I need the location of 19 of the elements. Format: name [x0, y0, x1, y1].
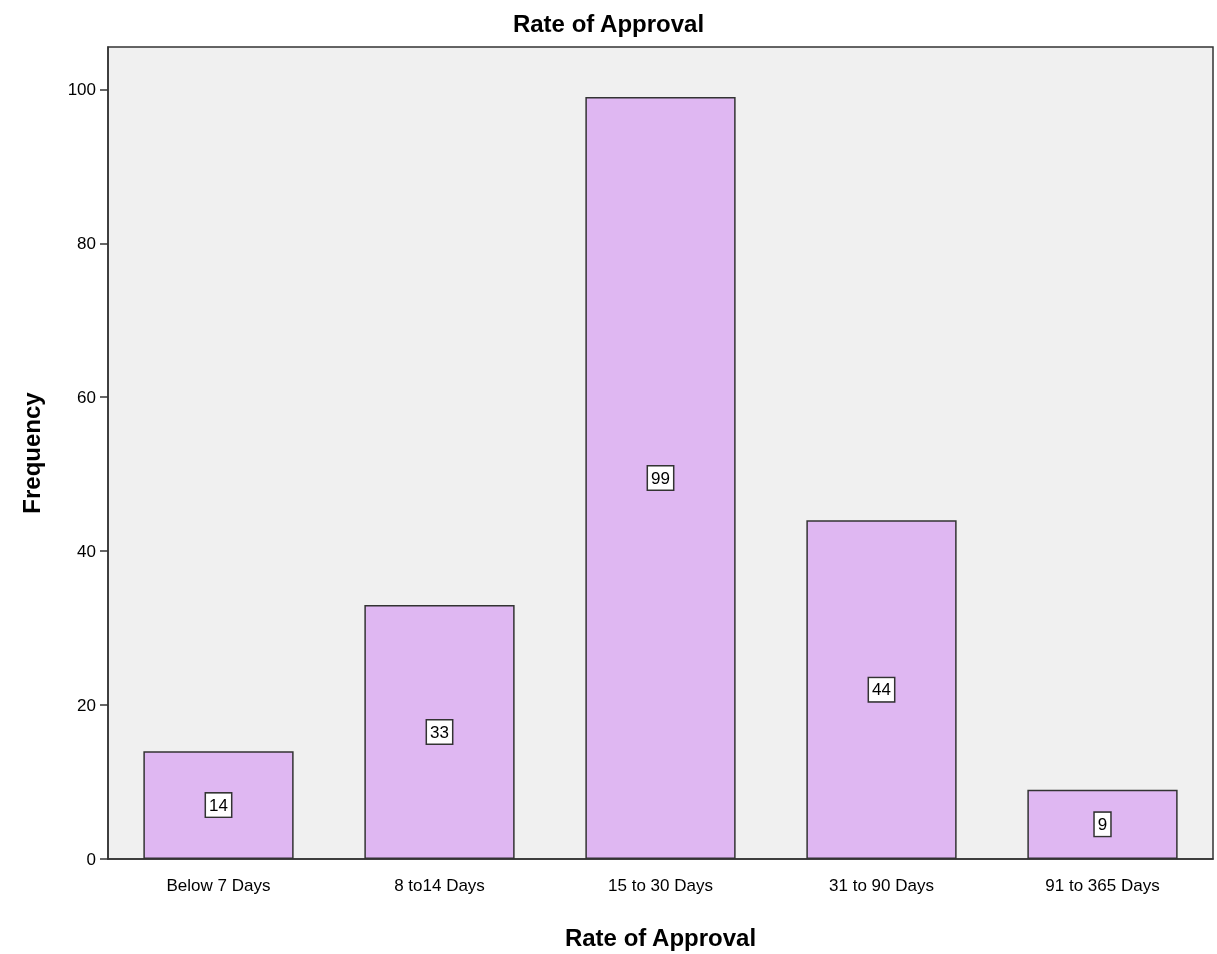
y-tick-label: 0: [86, 849, 96, 869]
x-tick-label: 91 to 365 Days: [1045, 876, 1160, 895]
x-tick-label: 8 to14 Days: [394, 876, 485, 895]
data-label: 33: [430, 722, 449, 742]
y-tick-label: 40: [77, 541, 96, 561]
y-tick-label: 80: [77, 233, 96, 253]
y-axis-title: Frequency: [17, 391, 45, 514]
y-tick-label: 100: [67, 79, 96, 99]
data-label: 9: [1097, 814, 1108, 834]
x-tick-label: 15 to 30 Days: [608, 876, 713, 895]
x-tick-label: 31 to 90 Days: [829, 876, 934, 895]
x-axis-title: Rate of Approval: [564, 923, 757, 951]
chart-title: Rate of Approval: [512, 9, 705, 37]
data-label: 99: [651, 468, 670, 488]
x-tick-label: Below 7 Days: [166, 876, 271, 895]
data-label: 14: [209, 795, 228, 815]
y-tick-label: 60: [77, 387, 96, 407]
data-label: 44: [872, 680, 891, 700]
y-tick-label: 20: [77, 695, 96, 715]
